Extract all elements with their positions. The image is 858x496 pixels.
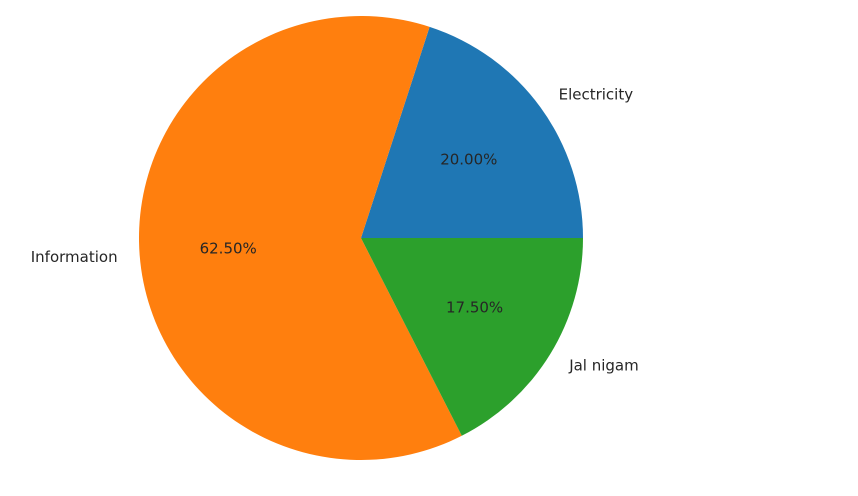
pie-slice-electricity — [361, 26, 583, 239]
slice-percent-jal-nigam: 17.50% — [446, 299, 503, 317]
slice-label-jal-nigam: Jal nigam — [568, 357, 639, 375]
slice-label-electricity: Electricity — [559, 86, 634, 104]
slice-label-information: Information — [31, 248, 118, 266]
slices-layer — [138, 16, 583, 461]
pie-slice-information — [138, 16, 462, 461]
slice-percent-electricity: 20.00% — [440, 151, 497, 169]
pie-slice-jal-nigam — [361, 238, 583, 436]
slice-percent-information: 62.50% — [200, 240, 257, 258]
labels-layer: Electricity 20.00% Information 62.50% Jal ni… — [31, 86, 639, 375]
